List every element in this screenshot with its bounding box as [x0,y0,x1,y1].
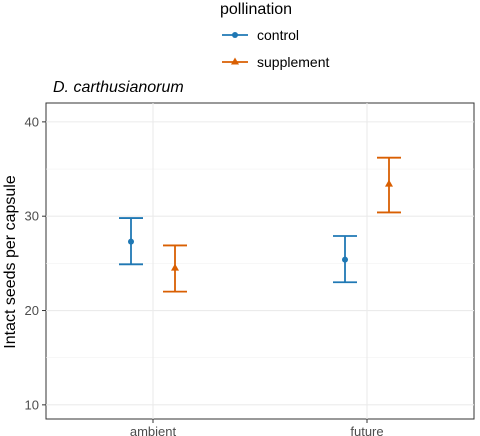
x-tick-label-future: future [350,424,383,436]
legend-label-control: control [257,27,299,43]
legend-label-supplement: supplement [257,54,329,70]
gridlines [46,103,474,419]
legend-title: pollination [220,1,292,18]
legend-key-control-marker [232,32,238,38]
legend-item-control: control [222,27,299,43]
x-tick-label-ambient: ambient [130,424,177,436]
y-axis-ticks: 10 20 30 40 [25,114,46,412]
point-supplement-future [385,179,393,187]
legend-item-supplement: supplement [222,54,329,70]
y-axis-title: Intact seeds per capsule [2,175,19,349]
y-tick-label: 10 [25,397,39,412]
y-tick-label: 40 [25,114,39,129]
data-marks [119,156,401,293]
plot-area: 10 20 30 40 ambient future [25,102,475,436]
x-axis-ticks: ambient future [130,419,384,436]
point-control-future [342,256,348,263]
legend: pollination control supplement [220,1,329,70]
plot-panel-border [45,102,475,420]
point-supplement-ambient [171,263,179,271]
y-tick-label: 20 [25,303,39,318]
y-tick-label: 30 [25,209,39,224]
plot-title: D. carthusianorum [53,79,184,96]
point-control-ambient [128,238,134,245]
legend-key-supplement-marker [231,57,239,65]
